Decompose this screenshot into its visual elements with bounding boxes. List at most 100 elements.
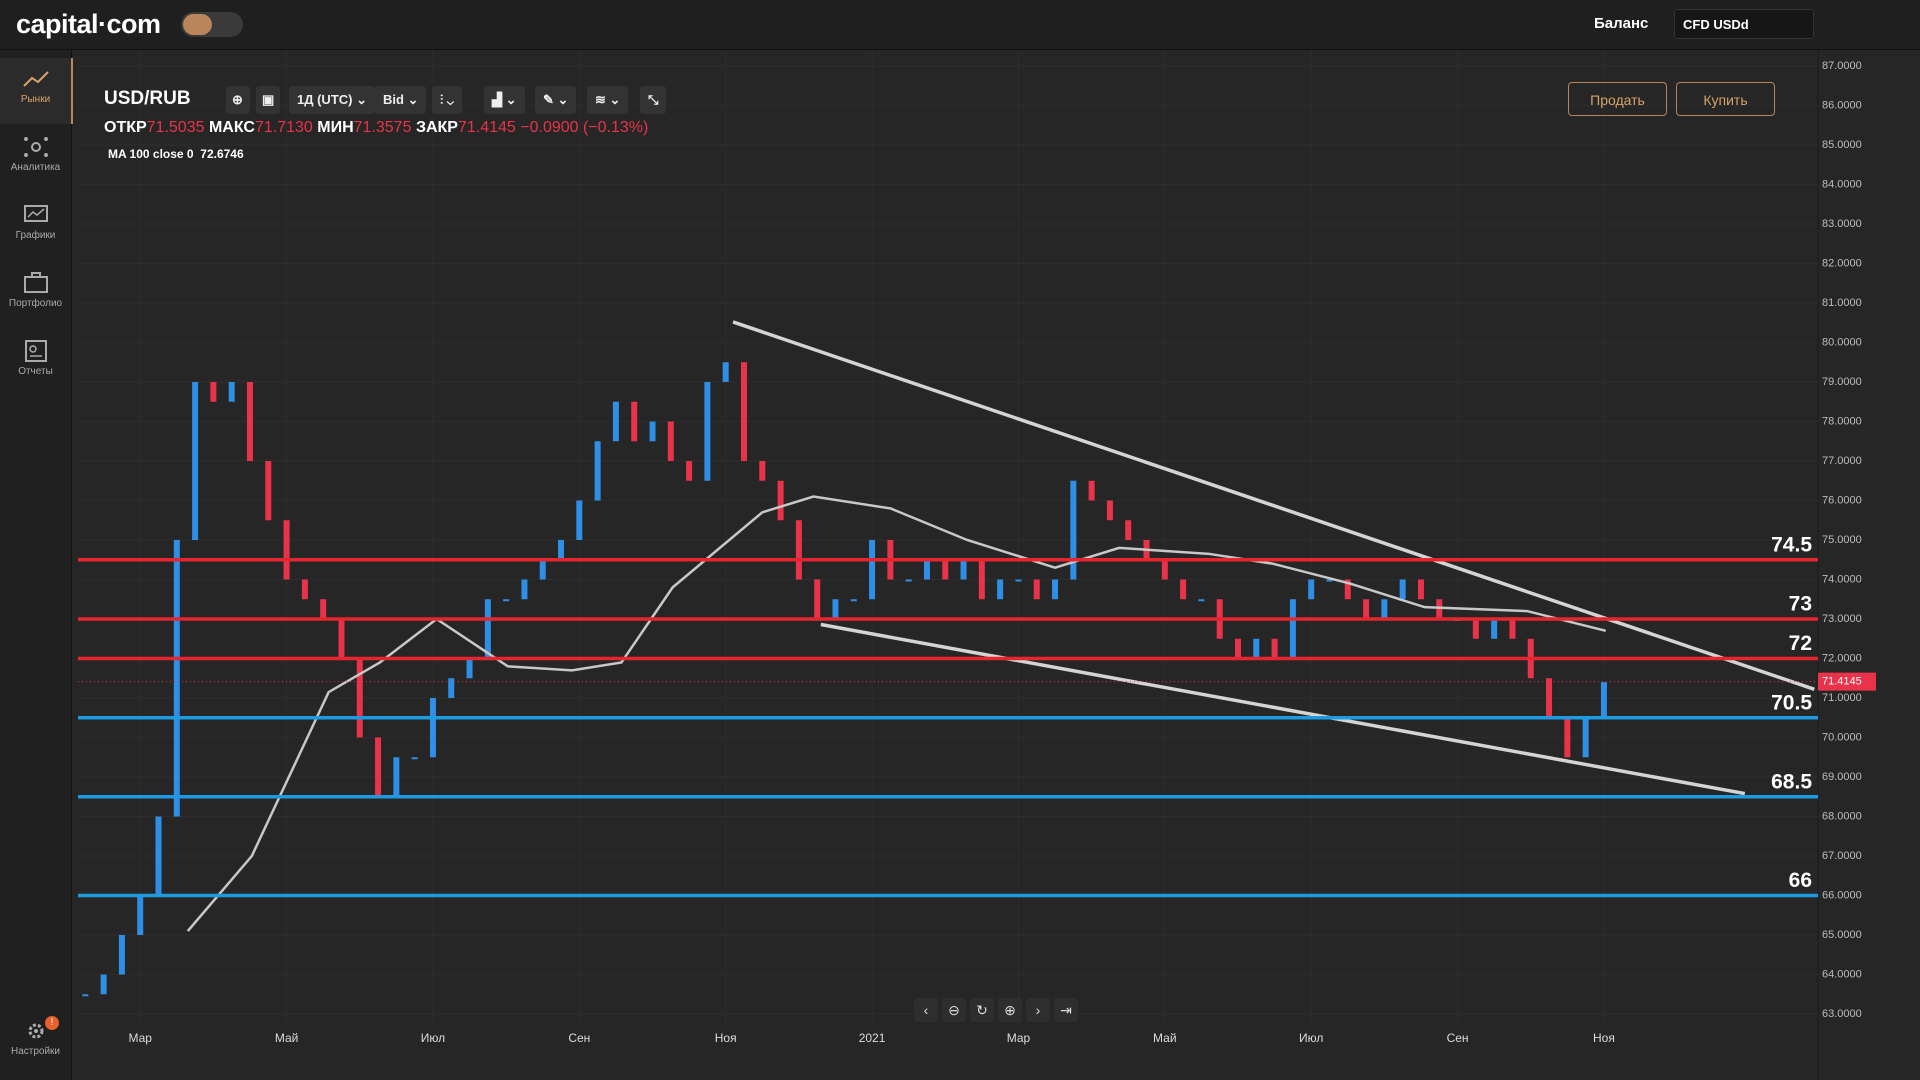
candle [1235,638,1241,659]
reset[interactable]: ↻ [970,998,994,1022]
close-label: ЗАКР [415,119,458,136]
layers-button[interactable]: ≋ ⌄ [587,86,629,114]
fullscreen-button[interactable]: ⤡ [640,86,667,114]
y-tick-label: 66.0000 [1822,889,1862,901]
zoom-out[interactable]: ⊖ [942,998,966,1022]
candle [466,658,473,679]
low-value: 71.3575 [353,119,412,136]
candle [228,382,235,402]
y-tick-label: 84.0000 [1822,178,1862,190]
candle-type-button[interactable]: ⫶ ⌄ [432,86,462,114]
candle [429,698,436,758]
candle [375,737,382,797]
nav-item[interactable]: Портфолио [0,262,71,328]
x-tick-label: 2021 [859,1031,886,1045]
candle [1546,678,1553,718]
x-tick-label: Сен [1447,1031,1469,1045]
candle [832,599,839,619]
level-label: 68.5 [1771,770,1812,793]
candle [1271,638,1278,659]
interval-label: 1Д (UTC) [297,92,353,107]
chart-background [71,50,1920,1080]
price-type-select[interactable]: Bid ⌄ [375,86,427,114]
scroll-end[interactable]: ⇥ [1054,998,1078,1022]
candle [1198,599,1205,602]
logo[interactable]: capital·com [16,9,161,39]
candle [173,540,180,817]
candle [1033,579,1040,600]
candle [1308,579,1315,600]
candle [740,362,747,461]
indicator-row[interactable]: MA 100 close 0 72.6746 [108,147,244,161]
change-value: −0.0900 (−0.13%) [520,119,649,136]
y-tick-label: 72.0000 [1822,652,1862,664]
candle [612,401,619,442]
candle [667,421,674,461]
candle [82,994,89,997]
candle [923,559,930,580]
candle [1344,579,1351,600]
y-tick-label: 87.0000 [1822,60,1862,72]
x-tick-label: Май [275,1031,299,1045]
y-tick-label: 69.0000 [1822,771,1862,783]
nav-item[interactable]: Рынки [0,58,73,124]
candle [905,579,912,582]
candle [558,540,565,560]
indicators-button[interactable]: ▟ ⌄ [484,86,525,114]
y-tick-label: 67.0000 [1822,850,1862,862]
icon [23,205,48,222]
y-tick-label: 74.0000 [1822,573,1862,585]
level-label: 66 [1789,869,1812,892]
nav-label: Отчеты [18,366,53,377]
candle [1106,500,1113,521]
interval-select[interactable]: 1Д (UTC) ⌄ [289,86,375,114]
zoom-in[interactable]: ⊕ [998,998,1022,1022]
y-tick-label: 70.0000 [1822,731,1862,743]
badge: ! [45,1016,59,1030]
nav-item[interactable]: Аналитика [0,126,71,192]
y-tick-label: 81.0000 [1822,297,1862,309]
symbol[interactable]: USD/RUB [104,88,191,109]
candle [869,540,876,600]
y-tick-label: 75.0000 [1822,534,1862,546]
drawing-button[interactable]: ✎ ⌄ [535,86,577,114]
chart-style-button[interactable]: ▣ [256,86,280,114]
candle [448,678,455,698]
candle [356,658,363,738]
candle [1253,638,1260,659]
nav-label: Аналитика [10,162,61,173]
scroll-right[interactable]: › [1026,998,1050,1022]
candle [283,520,290,580]
candle [631,401,638,442]
sell-button[interactable]: Продать [1568,82,1667,116]
nav-item[interactable]: Отчеты [0,330,71,396]
level-label: 74.5 [1771,533,1812,556]
candle [118,935,125,975]
theme-toggle[interactable] [181,12,243,37]
candle [960,559,967,580]
nav-item[interactable]: Графики [0,194,71,260]
balance-link[interactable]: Баланс [1594,15,1649,32]
candle [246,382,253,461]
account-select[interactable]: CFD USDd [1674,9,1814,39]
candle [1436,599,1443,619]
settings[interactable]: Настройки ! [0,1010,71,1076]
candle [1509,619,1516,639]
scroll-left[interactable]: ‹ [914,998,938,1022]
x-tick-label: Июл [421,1031,445,1045]
sidebar: Рынки Аналитика Графики Портфолио Отчеты… [0,50,73,1080]
y-tick-label: 71.0000 [1822,692,1862,704]
candle [320,599,327,619]
candle [576,500,583,540]
icon [22,71,49,87]
candle [978,559,985,600]
buy-button[interactable]: Купить [1676,82,1775,116]
toggle-knob [183,14,212,35]
candle [1564,717,1571,758]
trend-line [732,320,1815,691]
candle [539,559,546,580]
candle [722,362,729,382]
indicator-label: MA 100 close 0 [108,147,194,161]
add-button[interactable]: ⊕ [226,86,250,114]
moving-average [186,495,1607,932]
